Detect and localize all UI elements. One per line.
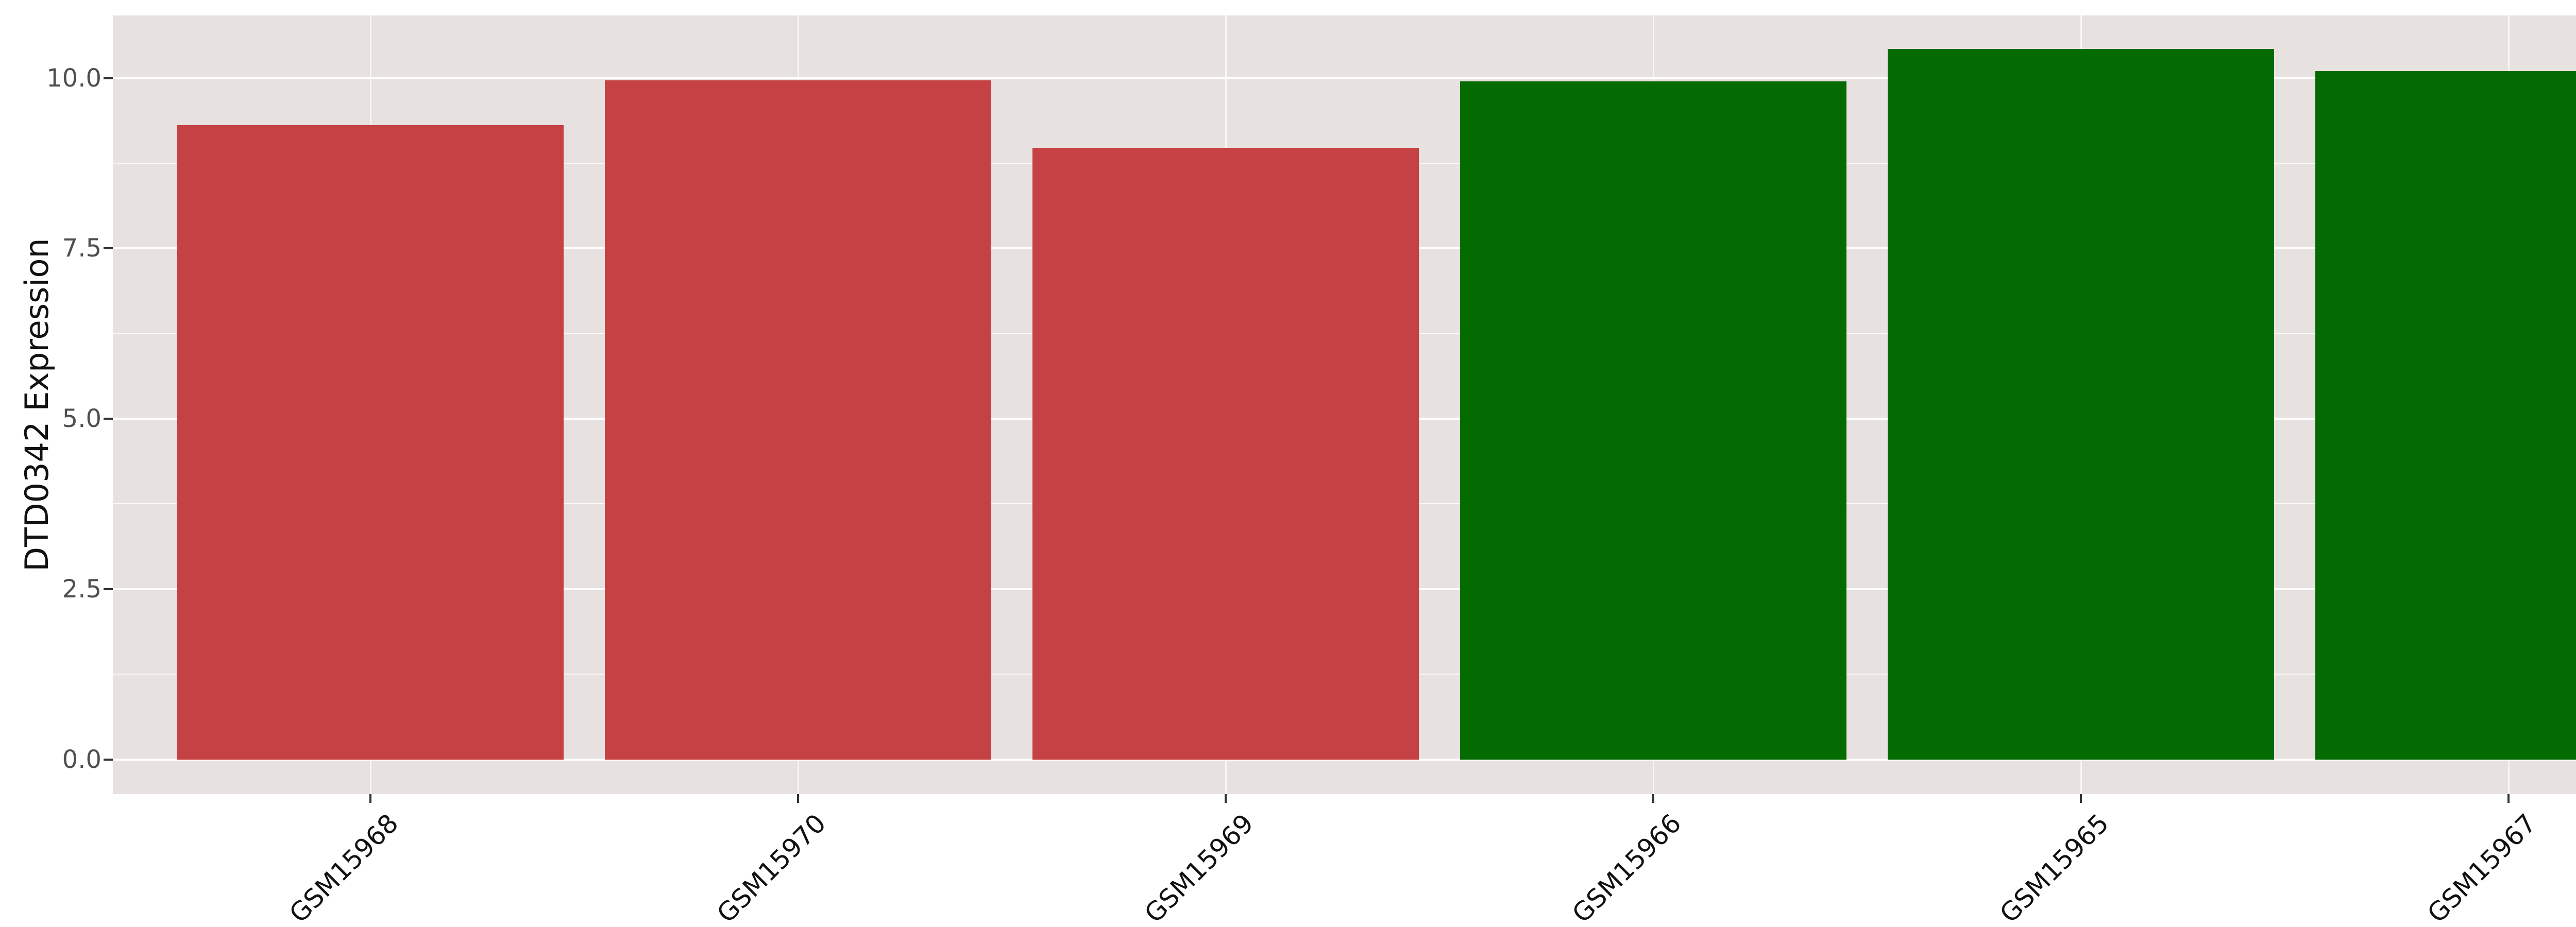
y-tick-label: 10.0 — [46, 63, 101, 93]
x-tick-mark — [797, 794, 799, 803]
y-tick-mark — [104, 247, 113, 250]
bar-GSM15969 — [1032, 147, 1419, 760]
x-tick-label-GSM15966: GSM15966 — [1566, 808, 1687, 927]
bar-GSM15966 — [1460, 81, 1846, 760]
x-tick-mark — [1652, 794, 1654, 803]
x-tick-label-GSM15969: GSM15969 — [1139, 808, 1260, 927]
x-tick-label-GSM15967: GSM15967 — [2421, 808, 2543, 927]
y-tick-label: 2.5 — [62, 574, 101, 604]
x-tick-mark — [2080, 794, 2082, 803]
bar-GSM15970 — [605, 80, 991, 760]
y-tick-mark — [104, 77, 113, 79]
bar-GSM15968 — [177, 125, 564, 760]
x-tick-label-GSM15965: GSM15965 — [1994, 808, 2115, 927]
bar-GSM15965 — [1888, 48, 2274, 760]
y-tick-label: 0.0 — [62, 745, 101, 774]
plot-area — [113, 15, 2576, 794]
y-tick-mark — [104, 758, 113, 761]
y-tick-mark — [104, 588, 113, 590]
x-tick-mark — [369, 794, 371, 803]
major-gridline — [113, 77, 2576, 79]
y-tick-label: 7.5 — [62, 234, 101, 263]
x-tick-label-GSM15968: GSM15968 — [283, 808, 404, 927]
x-tick-label-GSM15970: GSM15970 — [711, 808, 832, 927]
y-tick-mark — [104, 418, 113, 420]
y-tick-label: 5.0 — [62, 404, 101, 434]
bar-GSM15967 — [2315, 71, 2576, 760]
x-tick-mark — [2507, 794, 2510, 803]
x-tick-mark — [1225, 794, 1227, 803]
major-gridline — [113, 758, 2576, 761]
